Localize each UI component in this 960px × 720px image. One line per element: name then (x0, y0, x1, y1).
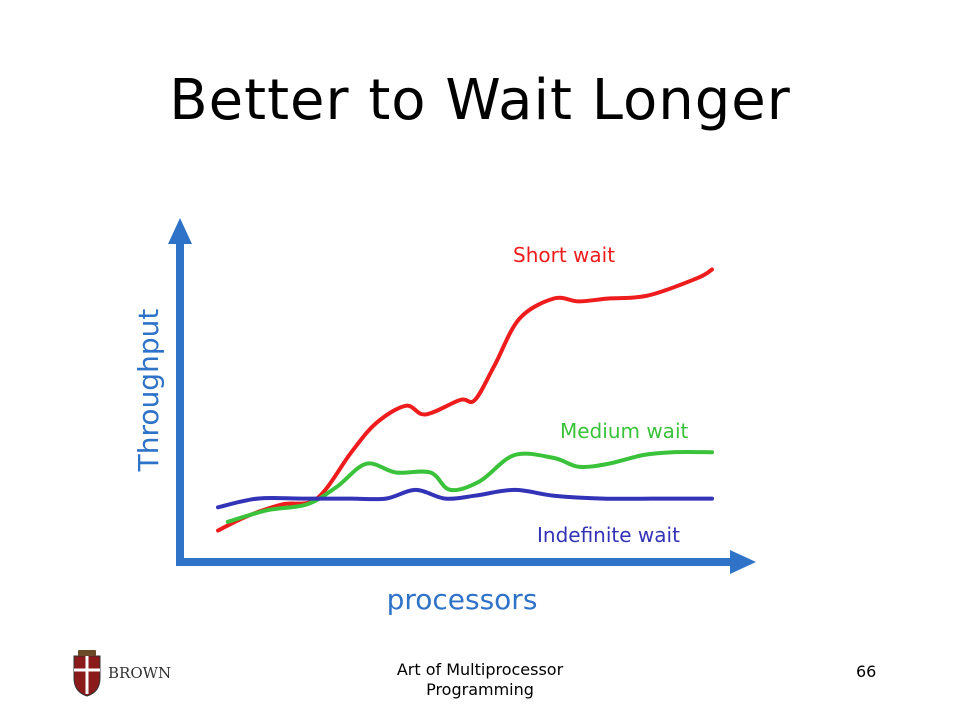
slide-title: Better to Wait Longer (169, 68, 791, 133)
chart-axes (168, 218, 756, 574)
brown-university-logo: BROWN (70, 648, 200, 698)
page-number: 66 (856, 662, 877, 681)
series-label-short-wait: Short wait (513, 243, 615, 267)
medium-wait-line (225, 449, 714, 524)
x-axis-arrowhead (730, 550, 756, 574)
series-label-medium-wait: Medium wait (560, 419, 688, 443)
y-axis-label: Throughput (132, 309, 165, 473)
short-wait-line (216, 267, 714, 533)
y-axis-arrowhead (168, 218, 192, 244)
shield-icon: BROWN (73, 650, 171, 697)
chart-series (216, 267, 714, 533)
indefinite-wait-line (216, 487, 714, 510)
logo-text: BROWN (108, 664, 171, 682)
footer-caption: Art of Multiprocessor Programming (396, 660, 564, 699)
series-label-indefinite-wait: Indefinite wait (537, 523, 680, 547)
x-axis-label: processors (387, 583, 538, 616)
